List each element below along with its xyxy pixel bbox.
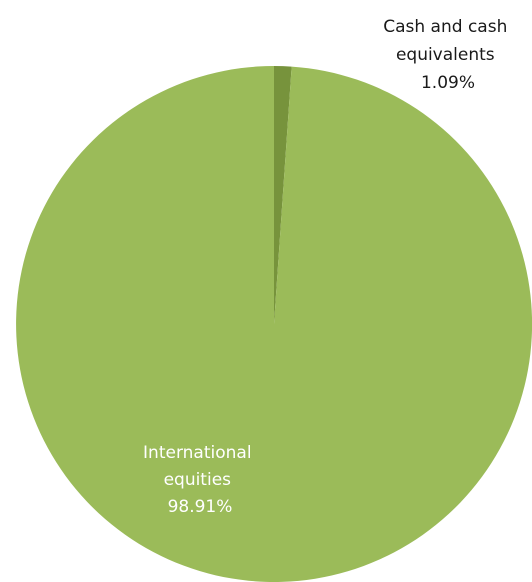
slice-label-international-equities: International equities 98.91% bbox=[143, 443, 257, 517]
slice-label-cash-line-1: Cash and cash bbox=[383, 17, 507, 37]
slice-value-cash: 1.09% bbox=[421, 73, 475, 93]
slice-label-intl-line-2: equities bbox=[164, 470, 232, 490]
pie-slice-international-equities bbox=[16, 66, 532, 582]
slice-value-international-equities: 98.91% bbox=[168, 497, 233, 517]
pie-slice-cash-and-cash-equivalents bbox=[274, 65, 292, 324]
slice-label-cash: Cash and cash equivalents 1.09% bbox=[383, 17, 513, 93]
slice-label-cash-line-2: equivalents bbox=[396, 45, 495, 65]
slice-label-intl-line-1: International bbox=[143, 443, 252, 463]
pie-slices bbox=[16, 65, 532, 582]
